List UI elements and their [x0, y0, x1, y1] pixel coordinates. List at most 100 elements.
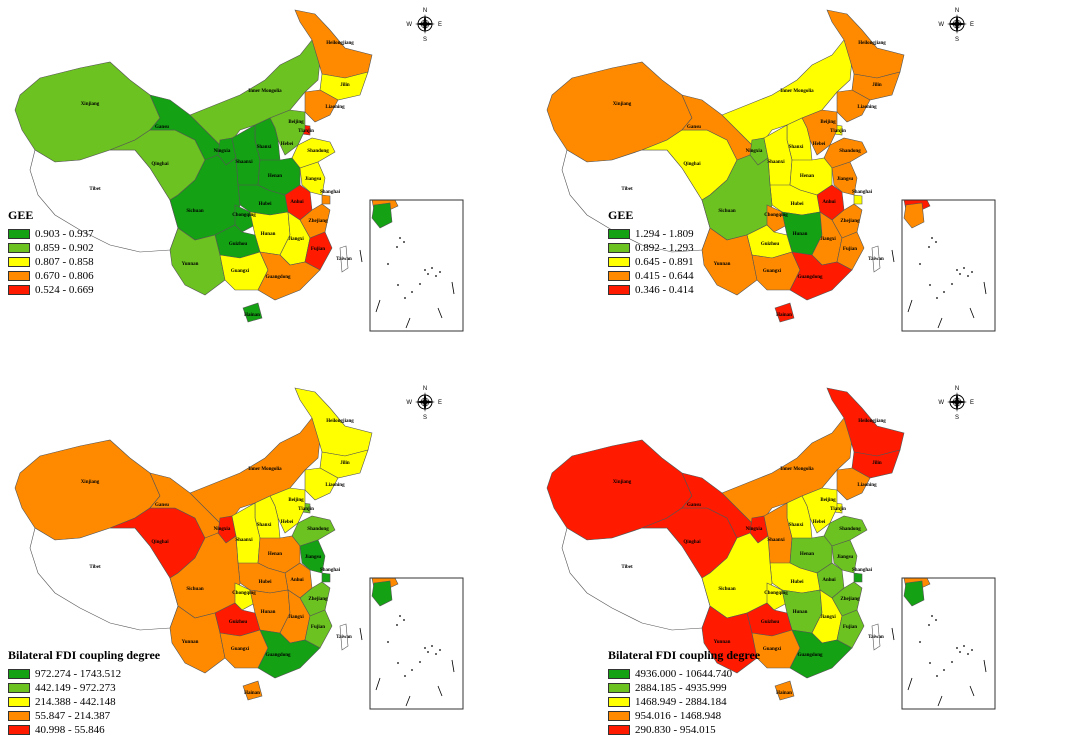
legend-range-label: 972.274 - 1743.512 — [35, 668, 122, 680]
inset-island — [951, 283, 953, 285]
map-panel-2: Xinjiang Tibet Qinghai Gansu Inner Mongolia H… — [532, 0, 1064, 378]
south-china-sea-inset — [901, 577, 996, 710]
province-label-fujian: Fujian — [843, 247, 857, 252]
province-label-henan: Henan — [268, 174, 282, 179]
inset-island — [959, 651, 961, 653]
province-label-hunan: Hunan — [261, 232, 276, 237]
province-label-shandong: Shandong — [307, 149, 329, 154]
province-label-qinghai: Qinghai — [151, 162, 169, 167]
province-label-shandong: Shandong — [839, 149, 861, 154]
province-label-jiangsu: Jiangsu — [305, 177, 322, 182]
province-label-henan: Henan — [268, 552, 282, 557]
inset-island — [439, 271, 441, 273]
compass-n: N — [955, 386, 959, 392]
province-label-taiwan: Taiwan — [336, 635, 352, 640]
province-label-beijing: Beijing — [820, 120, 836, 125]
nine-dash-line-segment — [437, 685, 443, 697]
province-label-guizhou: Guizhou — [229, 620, 248, 625]
province-label-guangdong: Guangdong — [797, 653, 823, 658]
inset-island — [935, 619, 937, 621]
inset-island — [397, 662, 399, 664]
compass-s: S — [955, 37, 959, 43]
province-label-ningxia: Ningxia — [214, 527, 231, 532]
compass-e: E — [970, 400, 974, 406]
region-inset-north — [371, 202, 393, 229]
region-chongqing — [234, 582, 256, 611]
inset-island — [424, 269, 426, 271]
province-label-anhui: Anhui — [290, 200, 304, 205]
legend-row: 0.892 - 1.293 — [608, 241, 694, 255]
province-label-jiangxi: Jiangxi — [820, 615, 836, 620]
legend-range-label: 0.807 - 0.858 — [35, 256, 94, 268]
legend-range-label: 954.016 - 1468.948 — [635, 710, 722, 722]
compass-e: E — [438, 400, 442, 406]
province-label-shaanxi: Shaanxi — [767, 538, 785, 543]
province-label-yunnan: Yunnan — [182, 262, 199, 267]
inset-island — [435, 275, 437, 277]
legend-swatch — [8, 257, 30, 267]
province-label-sichuan: Sichuan — [186, 209, 203, 214]
province-label-ningxia: Ningxia — [746, 527, 763, 532]
region-yunnan — [701, 227, 758, 296]
map-panel-1: Xinjiang Tibet Qinghai Gansu Inner Mongolia H… — [0, 0, 532, 378]
legend-swatch — [8, 697, 30, 707]
compass-e: E — [970, 22, 974, 28]
province-label-hebei: Hebei — [281, 142, 294, 147]
legend-row: 0.859 - 0.902 — [8, 241, 94, 255]
province-label-hubei: Hubei — [790, 580, 804, 585]
region-guangdong — [257, 629, 321, 679]
inset-island — [967, 653, 969, 655]
region-shanghai — [853, 194, 863, 205]
legend-row: 0.346 - 0.414 — [608, 283, 694, 297]
legend-swatch — [8, 271, 30, 281]
province-label-shanghai: Shanghai — [852, 190, 873, 195]
legend-swatch — [8, 725, 30, 735]
province-label-taiwan: Taiwan — [868, 257, 884, 262]
inset-island — [419, 283, 421, 285]
inset-island — [403, 241, 405, 243]
province-label-heilongjiang: Heilongjiang — [858, 41, 886, 46]
nine-dash-line-segment — [969, 307, 975, 319]
inset-island — [936, 297, 938, 299]
province-label-zhejiang: Zhejiang — [308, 219, 328, 224]
legend-swatch — [608, 711, 630, 721]
legend-row: 0.670 - 0.806 — [8, 269, 94, 283]
inset-island — [431, 267, 433, 269]
legend-range-label: 0.859 - 0.902 — [35, 242, 94, 254]
province-label-fujian: Fujian — [311, 247, 325, 252]
inset-island — [928, 624, 930, 626]
legend-row: 1468.949 - 2884.184 — [608, 695, 760, 709]
province-label-shandong: Shandong — [839, 527, 861, 532]
compass-w: W — [406, 22, 412, 28]
province-label-guangxi: Guangxi — [231, 647, 250, 652]
province-label-zhejiang: Zhejiang — [308, 597, 328, 602]
legend-swatch — [608, 271, 630, 281]
legend-row: 2884.185 - 4935.999 — [608, 681, 760, 695]
province-label-taiwan: Taiwan — [336, 257, 352, 262]
legend-row: 4936.000 - 10644.740 — [608, 667, 760, 681]
province-label-guangdong: Guangdong — [265, 653, 291, 658]
legend-range-label: 0.415 - 0.644 — [635, 270, 694, 282]
legend-row: 1.294 - 1.809 — [608, 227, 694, 241]
province-label-zhejiang: Zhejiang — [840, 597, 860, 602]
region-hainan — [774, 302, 795, 323]
province-label-tianjin: Tianjin — [830, 129, 846, 134]
legend-swatch — [8, 243, 30, 253]
province-label-tibet: Tibet — [621, 565, 633, 570]
map-legend: GEE 1.294 - 1.809 0.892 - 1.293 0.645 - 0.… — [608, 208, 694, 297]
province-label-hubei: Hubei — [790, 202, 804, 207]
legend-swatch — [608, 285, 630, 295]
nine-dash-line-segment — [907, 299, 913, 313]
legend-row: 954.016 - 1468.948 — [608, 709, 760, 723]
province-label-jiangxi: Jiangxi — [288, 237, 304, 242]
inset-island — [956, 269, 958, 271]
inset-island — [919, 263, 921, 265]
province-label-ningxia: Ningxia — [746, 149, 763, 154]
province-label-sichuan: Sichuan — [718, 209, 735, 214]
province-label-chongqing: Chongqing — [764, 213, 788, 218]
province-label-shanxi: Shanxi — [257, 145, 272, 150]
province-label-chongqing: Chongqing — [232, 591, 256, 596]
compass-rose-icon: N S E W — [406, 8, 442, 43]
inset-island — [399, 615, 401, 617]
inset-island — [928, 246, 930, 248]
